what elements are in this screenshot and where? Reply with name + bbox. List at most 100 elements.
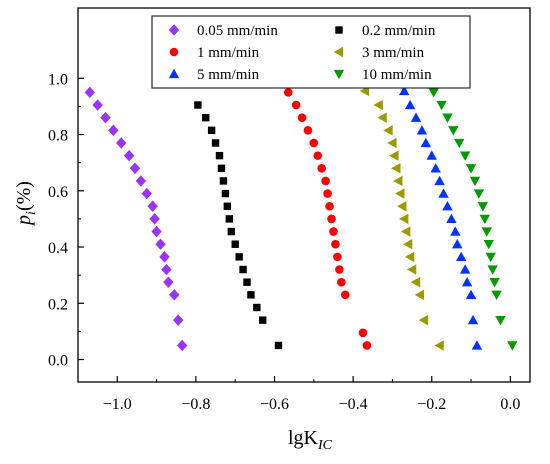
- data-point: [400, 226, 411, 237]
- x-tick-label: −1.0: [103, 396, 132, 413]
- data-point: [313, 151, 323, 160]
- data-point: [387, 137, 397, 149]
- data-point: [459, 264, 471, 274]
- data-point: [402, 239, 413, 250]
- data-point: [151, 225, 162, 238]
- data-point: [418, 314, 429, 326]
- data-point: [487, 265, 498, 275]
- data-point: [428, 88, 439, 98]
- data-point: [442, 113, 453, 123]
- data-point: [176, 339, 188, 352]
- data-point: [108, 124, 119, 137]
- legend-marker: [335, 26, 343, 34]
- data-point: [116, 137, 127, 149]
- data-point: [225, 215, 234, 223]
- data-point: [389, 150, 399, 161]
- legend: 0.05 mm/min 0.2 mm/min 1 mm/min 3 mm/min 5 m…: [151, 15, 471, 89]
- data-point: [327, 214, 336, 224]
- data-point: [393, 175, 403, 187]
- data-point: [247, 291, 255, 299]
- data-point: [358, 328, 368, 338]
- data-point: [243, 278, 251, 286]
- data-point: [426, 150, 437, 160]
- data-point: [465, 289, 477, 299]
- y-tick-label: 0.8: [48, 128, 68, 145]
- legend-marker: [333, 46, 344, 58]
- legend-label: 3 mm/min: [362, 45, 425, 61]
- data-point: [194, 101, 202, 109]
- legend-box: [151, 15, 471, 89]
- data-point: [335, 265, 344, 274]
- data-point: [465, 164, 477, 174]
- data-point: [223, 202, 232, 210]
- data-point: [211, 139, 220, 147]
- data-point: [395, 188, 405, 199]
- data-point: [291, 100, 301, 110]
- legend-label: 5 mm/min: [197, 67, 260, 83]
- data-point: [471, 340, 483, 350]
- data-point: [253, 303, 261, 312]
- data-point: [297, 113, 307, 122]
- data-point: [481, 227, 492, 237]
- data-point: [149, 213, 160, 225]
- x-axis: −1.0 −0.8 −0.6 −0.4 −0.2 0.0: [103, 376, 520, 413]
- data-point: [442, 201, 453, 211]
- x-axis-title: lgKIC: [288, 427, 333, 453]
- legend-label: 10 mm/min: [362, 67, 432, 83]
- data-point: [219, 177, 228, 185]
- data-point: [469, 176, 481, 187]
- data-point: [202, 113, 210, 122]
- data-point: [333, 252, 342, 262]
- data-point: [227, 227, 235, 236]
- data-point: [420, 137, 432, 148]
- data-point: [489, 278, 500, 288]
- data-point: [467, 314, 479, 325]
- data-point: [340, 290, 350, 300]
- data-point: [391, 163, 401, 174]
- data-point: [207, 126, 216, 135]
- data-point: [92, 99, 103, 111]
- data-markers: [84, 85, 518, 352]
- data-point: [331, 239, 340, 249]
- data-point: [337, 277, 346, 287]
- x-tick-label: −0.8: [181, 396, 210, 413]
- data-point: [135, 175, 147, 187]
- data-point: [483, 240, 494, 250]
- data-point: [477, 202, 489, 212]
- data-point: [397, 201, 407, 212]
- data-point: [461, 276, 473, 287]
- data-point: [450, 226, 461, 236]
- data-point: [323, 189, 332, 198]
- data-point: [259, 316, 267, 324]
- data-point: [123, 149, 135, 162]
- data-point: [373, 99, 383, 111]
- data-point: [235, 253, 243, 261]
- data-point: [446, 213, 457, 224]
- data-point: [410, 112, 422, 122]
- data-point: [325, 201, 334, 211]
- data-point: [383, 125, 393, 136]
- legend-label: 0.05 mm/min: [197, 23, 278, 39]
- data-point: [231, 240, 239, 248]
- data-point: [362, 341, 372, 350]
- legend-label: 0.2 mm/min: [362, 23, 436, 39]
- legend-marker: [168, 24, 180, 36]
- data-point: [100, 111, 111, 124]
- data-point: [491, 290, 502, 301]
- data-point: [155, 238, 166, 250]
- data-point: [448, 126, 459, 136]
- data-point: [173, 314, 184, 326]
- x-tick-label: −0.2: [417, 396, 446, 413]
- data-point: [485, 252, 496, 263]
- data-point: [161, 263, 172, 276]
- y-axis-title: pi(%): [13, 181, 39, 227]
- data-point: [454, 138, 465, 149]
- data-point: [274, 341, 283, 350]
- y-axis: 0.0 0.2 0.4 0.6 0.8 1.0: [48, 71, 84, 370]
- data-point: [147, 200, 158, 212]
- data-point: [283, 88, 293, 97]
- data-point: [452, 239, 463, 249]
- data-point: [459, 151, 471, 161]
- data-point: [410, 276, 421, 288]
- legend-label: 1 mm/min: [197, 45, 260, 61]
